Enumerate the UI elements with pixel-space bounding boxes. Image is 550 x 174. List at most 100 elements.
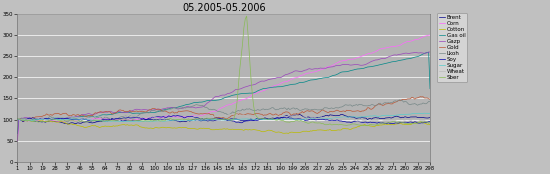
Corn — [144, 117, 150, 119]
Wheat — [142, 116, 148, 118]
Gold — [392, 101, 399, 103]
Corn — [240, 98, 247, 100]
Corn — [142, 117, 148, 119]
Line: Brent: Brent — [18, 114, 430, 124]
Line: Gold: Gold — [18, 97, 430, 122]
Corn — [409, 40, 415, 42]
Lkoh — [163, 109, 169, 111]
Gold — [410, 97, 417, 99]
Gold — [417, 96, 424, 98]
Gas oil — [409, 57, 415, 59]
Sber — [243, 15, 250, 17]
Wheat — [144, 116, 150, 118]
Gold — [14, 119, 21, 121]
Line: Lkoh: Lkoh — [18, 100, 430, 122]
Gazp — [240, 86, 247, 88]
Wheat — [14, 118, 21, 120]
Corn — [14, 140, 21, 142]
Sugar — [242, 118, 249, 120]
Gazp — [409, 52, 415, 54]
Brent — [427, 116, 433, 118]
Soy — [411, 121, 418, 123]
Corn — [390, 46, 397, 48]
Brent — [163, 119, 169, 121]
Gazp — [144, 109, 150, 111]
Sber — [161, 120, 168, 122]
Soy — [393, 122, 400, 124]
Gazp — [14, 140, 21, 142]
Lkoh — [64, 121, 71, 123]
Brent — [145, 118, 151, 121]
Legend: Brent, Corn, Cotton, Gas oil, Gazp, Gold, Lkoh, Soy, Sugar, Wheat, Sber: Brent, Corn, Cotton, Gas oil, Gazp, Gold… — [437, 13, 468, 82]
Sugar — [421, 112, 428, 114]
Gold — [144, 111, 150, 113]
Gas oil — [144, 112, 150, 114]
Line: Corn: Corn — [18, 35, 430, 141]
Sber — [240, 27, 247, 29]
Lkoh — [411, 102, 418, 105]
Sugar — [121, 121, 128, 123]
Sber — [364, 125, 371, 127]
Sugar — [144, 120, 150, 122]
Gold — [163, 110, 169, 112]
Gas oil — [142, 112, 148, 114]
Cotton — [411, 122, 418, 124]
Wheat — [411, 118, 418, 120]
Wheat — [234, 113, 240, 115]
Soy — [174, 114, 180, 117]
Sber — [411, 122, 418, 124]
Line: Cotton: Cotton — [18, 119, 430, 133]
Sugar — [145, 120, 151, 122]
Line: Soy: Soy — [18, 116, 430, 124]
Sugar — [14, 119, 21, 121]
Lkoh — [242, 109, 249, 111]
Cotton — [242, 128, 249, 130]
Gas oil — [425, 51, 432, 53]
Cotton — [14, 118, 21, 120]
Soy — [427, 121, 433, 123]
Brent — [393, 115, 400, 117]
Gold — [145, 109, 151, 111]
Wheat — [161, 118, 168, 120]
Cotton — [145, 127, 151, 129]
Sber — [144, 120, 150, 122]
Cotton — [144, 127, 150, 129]
Gold — [427, 98, 433, 100]
Soy — [161, 116, 168, 118]
Cotton — [285, 132, 292, 135]
Soy — [142, 118, 148, 121]
Gas oil — [390, 61, 397, 63]
Gazp — [390, 54, 397, 56]
Gas oil — [14, 133, 21, 135]
Gold — [242, 114, 249, 116]
Sber — [14, 118, 21, 120]
Sugar — [392, 114, 399, 116]
Line: Gazp: Gazp — [18, 52, 430, 141]
Gold — [20, 121, 26, 123]
Brent — [64, 123, 71, 125]
Sugar — [427, 112, 433, 114]
Lkoh — [144, 111, 150, 113]
Title: 05.2005-05.2006: 05.2005-05.2006 — [182, 3, 266, 13]
Cotton — [427, 124, 433, 126]
Gas oil — [427, 88, 433, 90]
Corn — [161, 115, 168, 117]
Sber — [427, 122, 433, 124]
Sugar — [410, 113, 417, 115]
Soy — [144, 119, 150, 121]
Wheat — [393, 120, 400, 122]
Cotton — [163, 127, 169, 129]
Soy — [14, 118, 21, 121]
Lkoh — [392, 100, 399, 102]
Lkoh — [14, 117, 21, 119]
Gas oil — [161, 109, 168, 111]
Line: Sber: Sber — [18, 16, 430, 126]
Brent — [296, 113, 303, 115]
Brent — [411, 116, 418, 118]
Sber — [142, 120, 148, 122]
Line: Gas oil: Gas oil — [18, 52, 430, 134]
Wheat — [242, 115, 249, 117]
Lkoh — [396, 99, 403, 101]
Gazp — [142, 109, 148, 111]
Wheat — [427, 119, 433, 121]
